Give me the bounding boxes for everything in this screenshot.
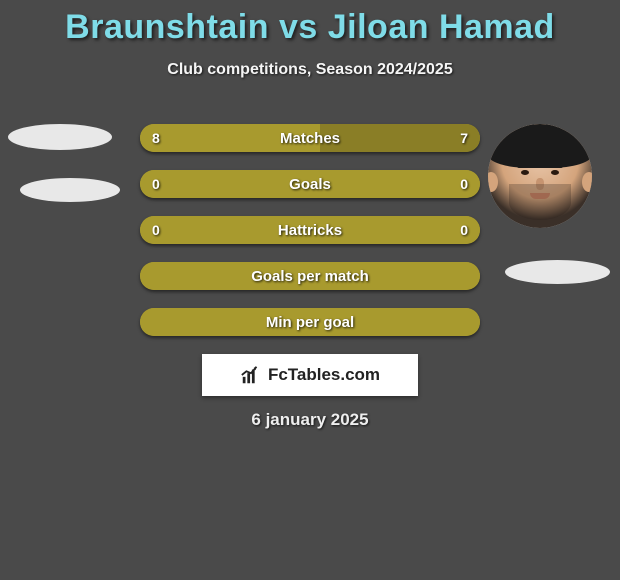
fctables-logo[interactable]: FcTables.com: [202, 354, 418, 396]
player1-avatar-placeholder: [8, 124, 112, 150]
bar-value-right: 0: [460, 170, 468, 198]
stat-bar-hattricks: Hattricks0 0: [140, 216, 480, 244]
bar-value-left: 8: [152, 124, 160, 152]
bar-label: Matches: [140, 124, 480, 152]
vs-text: vs: [279, 8, 318, 46]
bar-label: Hattricks: [140, 216, 480, 244]
stat-bar-min-per-goal: Min per goal: [140, 308, 480, 336]
date-text: 6 january 2025: [0, 410, 620, 430]
player1-badge-placeholder: [20, 178, 120, 202]
player2-avatar: [488, 124, 592, 228]
player1-name: Braunshtain: [65, 8, 269, 46]
stat-bar-matches: Matches8 7: [140, 124, 480, 152]
bar-label: Goals per match: [140, 262, 480, 290]
player2-badge-placeholder: [505, 260, 610, 284]
bar-value-left: 0: [152, 170, 160, 198]
player2-name: Jiloan Hamad: [328, 8, 555, 46]
bar-value-left: 0: [152, 216, 160, 244]
stat-bar-goals: Goals0 0: [140, 170, 480, 198]
bar-value-right: 0: [460, 216, 468, 244]
comparison-title: Braunshtain vs Jiloan Hamad: [0, 0, 620, 47]
subtitle: Club competitions, Season 2024/2025: [0, 61, 620, 79]
bar-value-right: 7: [460, 124, 468, 152]
chart-icon: [240, 364, 262, 386]
bar-label: Min per goal: [140, 308, 480, 336]
stat-bar-goals-per-match: Goals per match: [140, 262, 480, 290]
stats-bars: Matches87Goals00Hattricks00Goals per mat…: [140, 124, 480, 354]
bar-label: Goals: [140, 170, 480, 198]
logo-text: FcTables.com: [268, 365, 380, 385]
